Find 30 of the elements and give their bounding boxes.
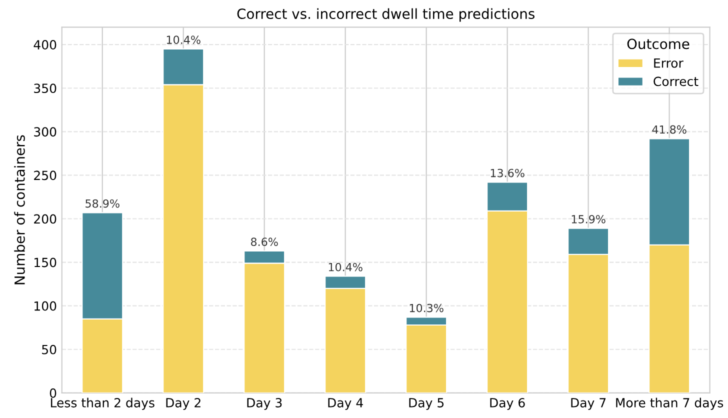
y-tick-label: 50 <box>42 344 56 354</box>
y-tick-label: 400 <box>34 40 56 50</box>
annotation: 10.4% <box>328 262 362 272</box>
x-tick-label: Day 7 <box>571 398 606 410</box>
x-tick-label: More than 7 days <box>616 398 724 410</box>
y-tick-label: 150 <box>34 258 56 268</box>
y-tick-label: 0 <box>50 388 56 398</box>
legend-title: Outcome <box>627 38 690 50</box>
annotation: 58.9% <box>86 199 120 208</box>
x-tick-label: Day 4 <box>328 398 363 410</box>
y-tick-label: 100 <box>34 301 56 311</box>
chart-title: Correct vs. incorrect dwell time predictions <box>237 8 534 22</box>
y-tick-label: 200 <box>34 214 56 224</box>
annotation: 15.9% <box>572 214 606 224</box>
y-tick-label: 350 <box>34 84 56 94</box>
y-tick-label: 300 <box>34 127 56 137</box>
x-tick-label: Day 3 <box>247 398 282 410</box>
annotation: 10.3% <box>410 304 444 312</box>
x-tick-label: Day 6 <box>490 398 525 410</box>
y-axis-title: Number of containers <box>14 135 25 284</box>
annotation: 8.6% <box>250 238 278 246</box>
x-tick-label: Less than 2 days <box>50 398 154 410</box>
annotation: 13.6% <box>490 168 524 178</box>
annotation: 10.4% <box>166 36 200 44</box>
annotation: 41.8% <box>652 125 686 134</box>
y-tick-label: 250 <box>34 170 56 180</box>
x-tick-label: Day 5 <box>409 398 444 410</box>
legend-label: Correct <box>654 76 698 86</box>
x-tick-label: Day 2 <box>166 398 200 410</box>
legend-label: Error <box>654 58 684 68</box>
